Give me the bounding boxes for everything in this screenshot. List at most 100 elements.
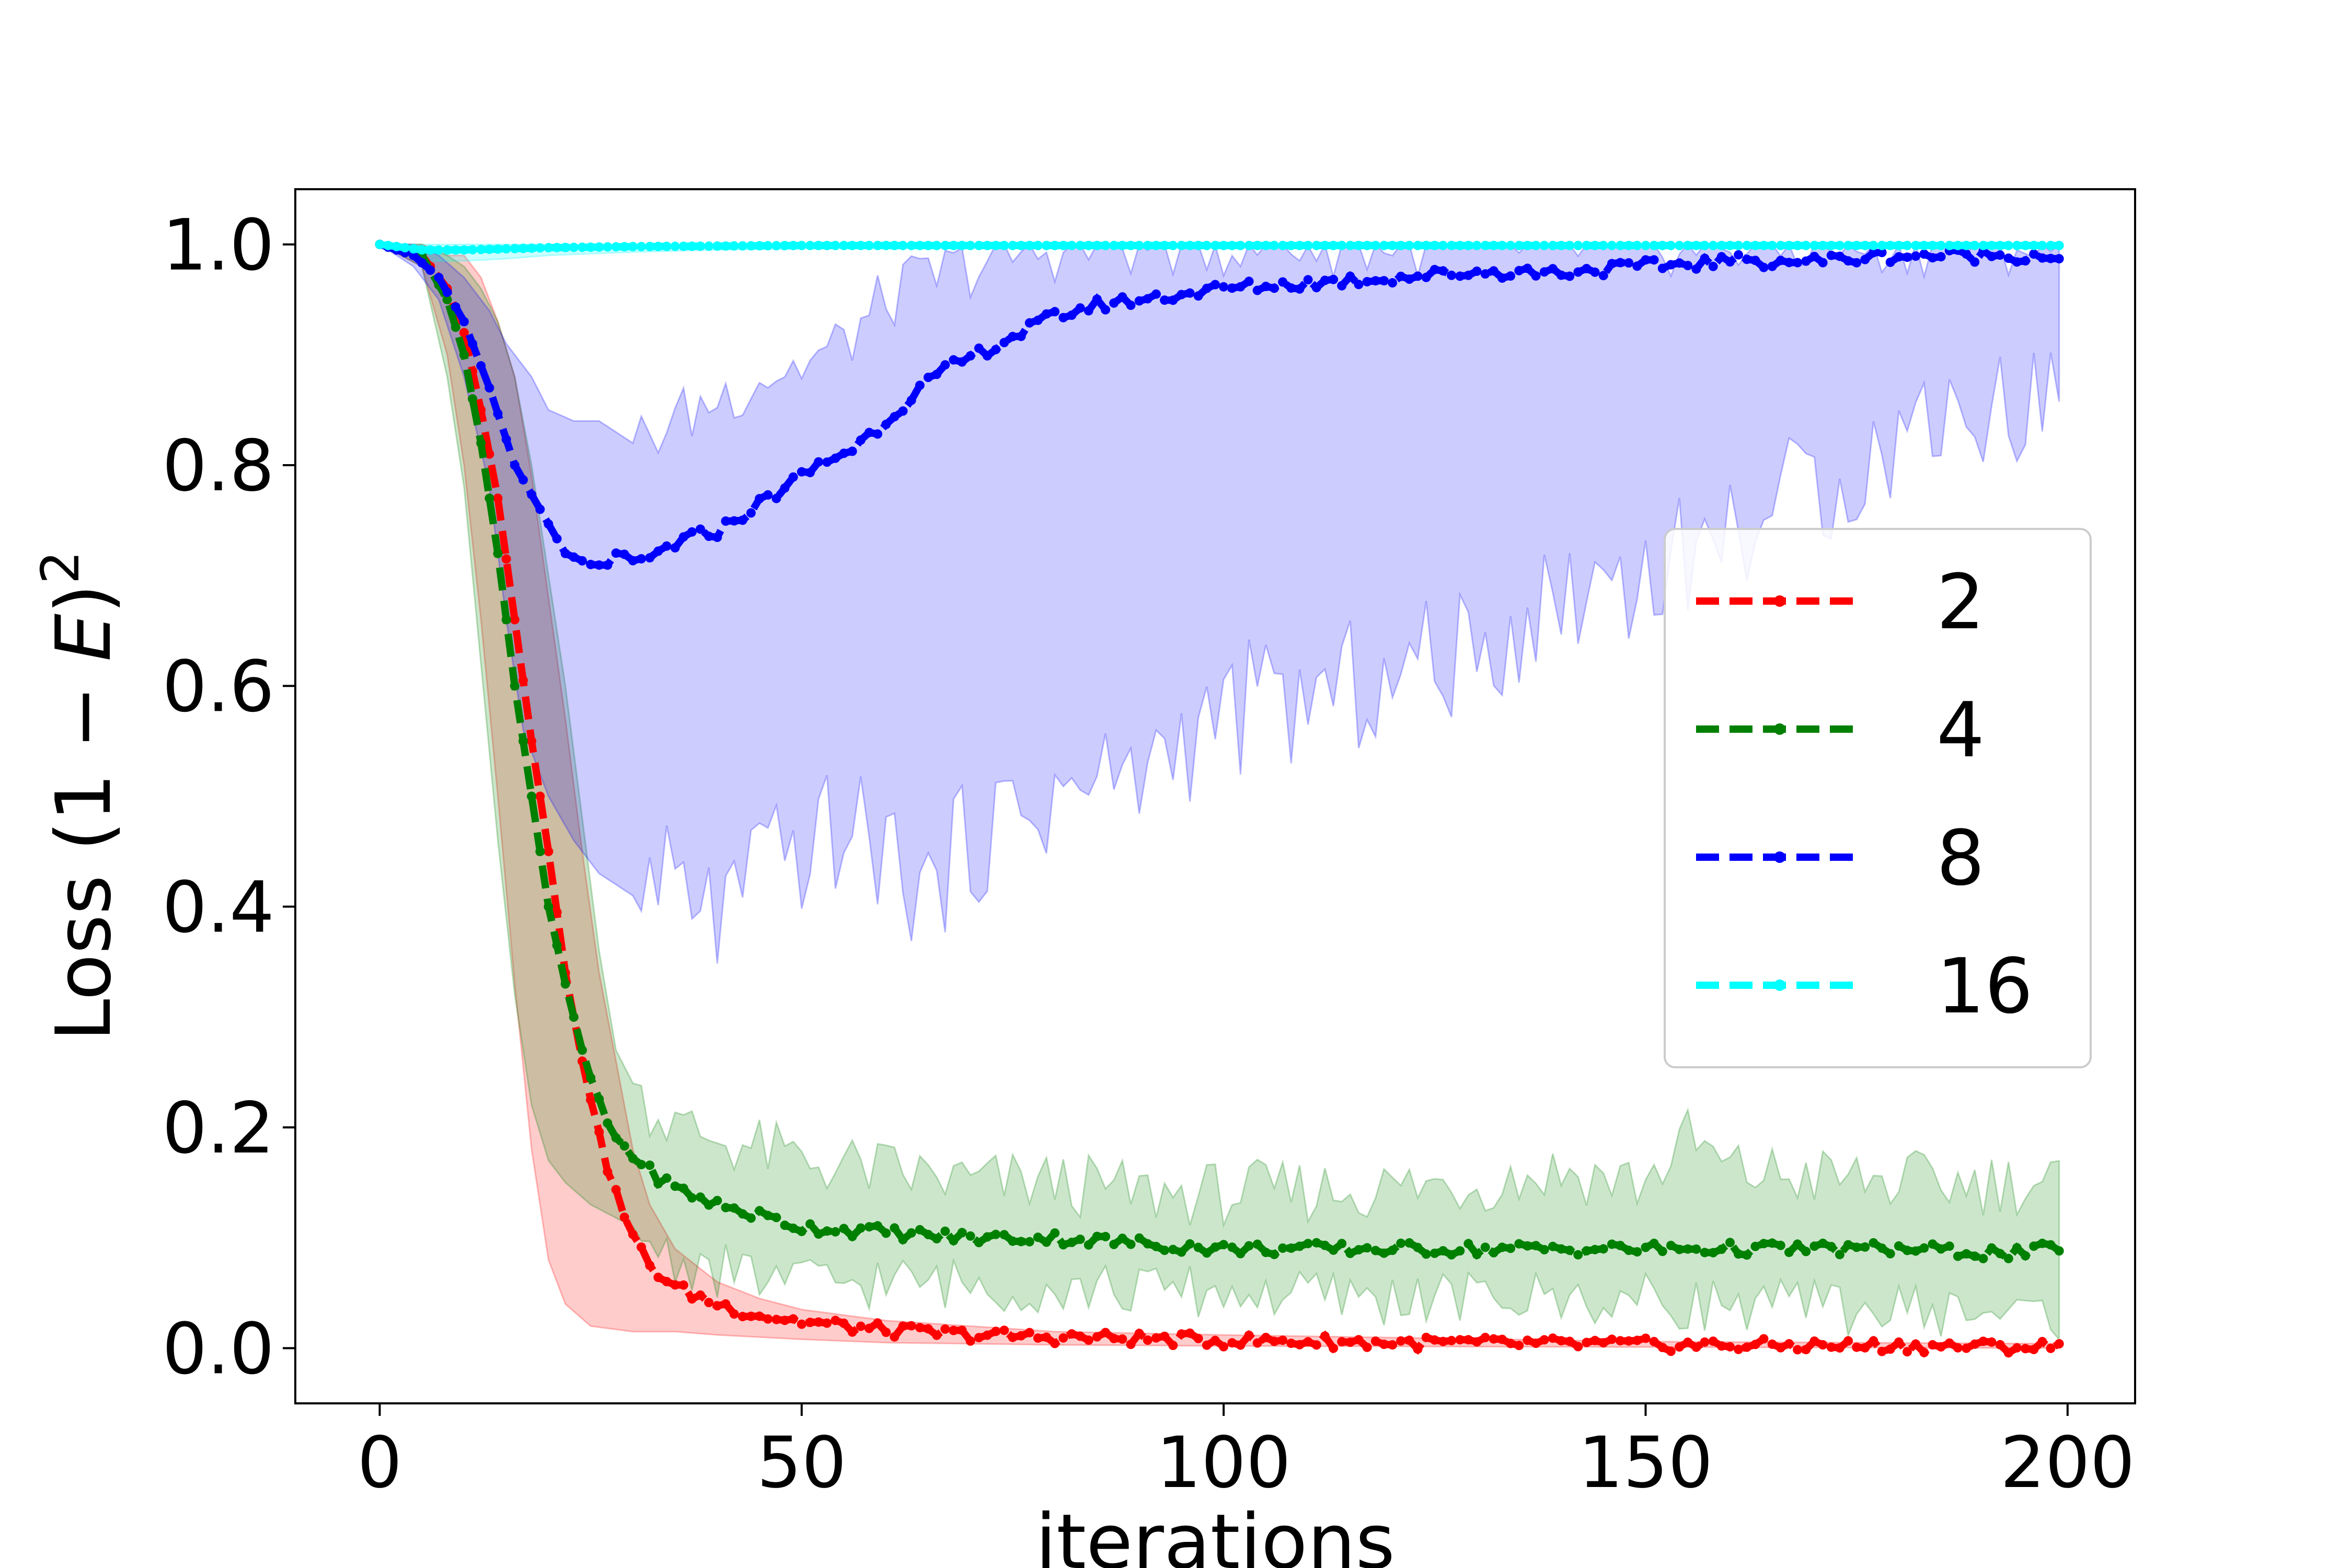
- point-series-8: [1455, 271, 1465, 281]
- point-series-8: [645, 553, 655, 563]
- point-series-4: [1877, 1243, 1887, 1253]
- point-series-4: [839, 1224, 849, 1233]
- point-series-8: [1775, 256, 1785, 266]
- point-series-2: [797, 1319, 806, 1329]
- point-series-8: [2003, 253, 2013, 263]
- point-series-4: [1438, 1246, 1448, 1256]
- point-series-8: [797, 467, 806, 477]
- y-tick-label: 0.6: [162, 645, 274, 728]
- markers-series-8: [375, 239, 2064, 570]
- point-series-16: [586, 242, 596, 252]
- point-series-16: [425, 245, 435, 255]
- point-series-2: [1716, 1341, 1726, 1351]
- point-series-8: [409, 250, 419, 260]
- point-series-8: [1370, 276, 1380, 286]
- point-series-2: [1244, 1330, 1254, 1340]
- point-series-4: [974, 1238, 984, 1248]
- point-series-8: [687, 527, 697, 537]
- legend-label-8: 8: [1936, 814, 1985, 903]
- point-series-8: [1995, 250, 2005, 260]
- point-series-8: [544, 519, 554, 529]
- point-series-4: [1506, 1243, 1516, 1253]
- point-series-8: [1506, 271, 1516, 281]
- point-series-8: [1573, 267, 1583, 277]
- point-series-8: [1472, 266, 1482, 276]
- point-series-4: [1928, 1239, 1938, 1249]
- point-series-4: [847, 1231, 857, 1241]
- point-series-4: [1109, 1239, 1119, 1249]
- point-series-16: [1033, 240, 1043, 250]
- point-series-16: [1843, 240, 1853, 250]
- point-series-4: [1210, 1242, 1220, 1252]
- point-series-2: [940, 1324, 950, 1334]
- point-series-4: [2021, 1251, 2031, 1261]
- point-series-16: [1489, 240, 1498, 250]
- point-series-16: [476, 245, 486, 255]
- point-series-4: [476, 438, 486, 448]
- point-series-4: [1953, 1251, 1963, 1261]
- point-series-4: [957, 1228, 967, 1238]
- point-series-4: [2003, 1253, 2013, 1263]
- point-series-16: [1472, 240, 1482, 250]
- point-series-4: [1050, 1228, 1060, 1238]
- point-series-16: [940, 240, 950, 250]
- point-series-16: [485, 244, 494, 254]
- point-series-4: [1539, 1245, 1549, 1254]
- point-series-4: [578, 1045, 587, 1055]
- point-series-8: [1489, 266, 1498, 276]
- point-series-4: [1067, 1238, 1077, 1247]
- point-series-2: [1379, 1340, 1389, 1349]
- point-series-8: [915, 381, 925, 390]
- point-series-2: [1775, 1343, 1785, 1353]
- point-series-4: [1429, 1248, 1439, 1258]
- point-series-16: [501, 244, 511, 253]
- point-series-2: [1168, 1341, 1178, 1351]
- point-series-4: [662, 1173, 672, 1183]
- point-series-16: [704, 241, 714, 251]
- point-series-4: [1345, 1249, 1355, 1258]
- point-series-8: [1143, 294, 1152, 304]
- point-series-4: [510, 681, 520, 691]
- point-series-4: [1657, 1247, 1667, 1256]
- point-series-4: [1404, 1238, 1414, 1248]
- point-series-4: [1117, 1233, 1127, 1243]
- point-series-2: [687, 1294, 697, 1304]
- point-series-16: [2003, 240, 2013, 250]
- point-series-8: [1388, 278, 1398, 288]
- point-series-2: [746, 1311, 756, 1321]
- point-series-2: [1354, 1335, 1364, 1345]
- point-series-8: [1210, 280, 1220, 290]
- point-series-16: [1784, 240, 1794, 250]
- point-series-16: [1894, 240, 1904, 250]
- point-series-8: [1345, 271, 1355, 281]
- point-series-16: [949, 240, 959, 250]
- point-series-4: [501, 615, 511, 625]
- point-series-8: [1632, 261, 1642, 271]
- point-series-8: [442, 287, 452, 297]
- point-series-16: [1565, 240, 1575, 250]
- point-series-2: [1219, 1342, 1229, 1352]
- point-series-16: [712, 241, 722, 251]
- point-series-2: [822, 1318, 832, 1328]
- point-series-4: [2054, 1246, 2064, 1256]
- point-series-4: [856, 1223, 866, 1233]
- point-series-4: [1548, 1241, 1558, 1251]
- point-series-2: [957, 1325, 967, 1335]
- point-series-8: [1016, 331, 1026, 341]
- point-series-16: [1514, 240, 1524, 250]
- point-series-4: [1261, 1248, 1271, 1258]
- point-series-4: [1987, 1243, 1997, 1253]
- point-series-16: [1396, 240, 1406, 250]
- point-series-2: [1303, 1337, 1313, 1347]
- point-series-8: [1598, 271, 1608, 281]
- point-series-2: [1362, 1342, 1372, 1352]
- point-series-4: [1329, 1245, 1339, 1255]
- point-series-2: [527, 736, 537, 746]
- point-series-16: [383, 240, 393, 250]
- point-series-2: [1370, 1336, 1380, 1346]
- point-series-4: [881, 1228, 891, 1238]
- point-series-2: [1557, 1336, 1566, 1346]
- point-series-2: [1944, 1338, 1954, 1348]
- point-series-16: [2046, 240, 2056, 250]
- point-series-8: [1083, 306, 1093, 316]
